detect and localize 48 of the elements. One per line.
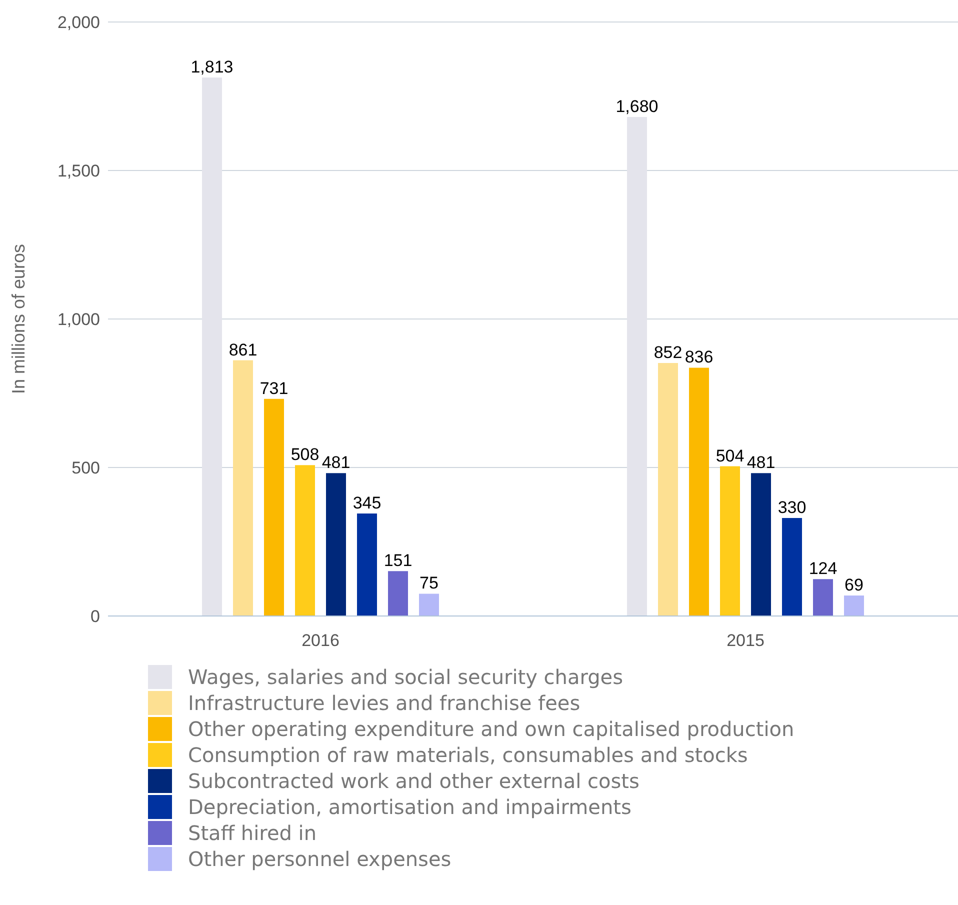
bar (419, 594, 439, 616)
y-tick-label: 500 (72, 458, 100, 478)
y-tick-label: 0 (90, 607, 100, 626)
bar (233, 360, 253, 616)
bar (264, 398, 284, 616)
data-label: 504 (716, 446, 744, 466)
data-label: 508 (290, 445, 320, 464)
bar (627, 117, 647, 616)
data-label: 124 (808, 559, 838, 578)
data-label: 151 (384, 551, 412, 570)
legend-label: Wages, salaries and social security charges (188, 665, 624, 689)
bar (844, 596, 864, 616)
bar (782, 518, 802, 616)
bar (388, 571, 408, 616)
y-tick-label: 2,000 (57, 13, 100, 32)
bar (357, 514, 377, 616)
bar (751, 473, 771, 616)
bar (658, 362, 678, 616)
legend-label: Other operating expenditure and own capitalised production (188, 717, 794, 741)
x-tick-label: 2015 (726, 631, 764, 650)
y-axis-title: In millions of euros (8, 244, 28, 394)
legend-label: Infrastructure levies and franchise fees (188, 691, 580, 715)
data-label: 861 (228, 340, 258, 360)
data-label: 75 (420, 574, 438, 593)
legend-label: Consumption of raw materials, consumables and stocks (188, 743, 748, 767)
bar (295, 465, 315, 616)
y-tick-label: 1,000 (57, 310, 100, 330)
bar (326, 473, 346, 616)
legend-label: Depreciation, amortisation and impairments (188, 795, 632, 819)
data-label: 836 (684, 348, 714, 367)
bar (720, 466, 740, 616)
data-label: 1,813 (190, 58, 234, 77)
bar (689, 368, 709, 616)
data-label: 852 (654, 342, 682, 362)
y-tick-label: 1,500 (57, 162, 100, 181)
data-label: 345 (352, 494, 382, 513)
data-label: 330 (778, 498, 806, 517)
legend-label: Staff hired in (188, 821, 317, 845)
legend-label: Subcontracted work and other external costs (188, 769, 640, 793)
data-label: 1,680 (616, 97, 658, 116)
data-label: 69 (844, 576, 864, 595)
bar (813, 579, 833, 616)
legend-label: Other personnel expenses (188, 847, 452, 871)
x-tick-label: 2016 (302, 631, 340, 650)
bar (202, 78, 222, 616)
data-label: 481 (746, 453, 776, 472)
data-label: 731 (260, 378, 288, 398)
data-label: 481 (322, 453, 350, 472)
